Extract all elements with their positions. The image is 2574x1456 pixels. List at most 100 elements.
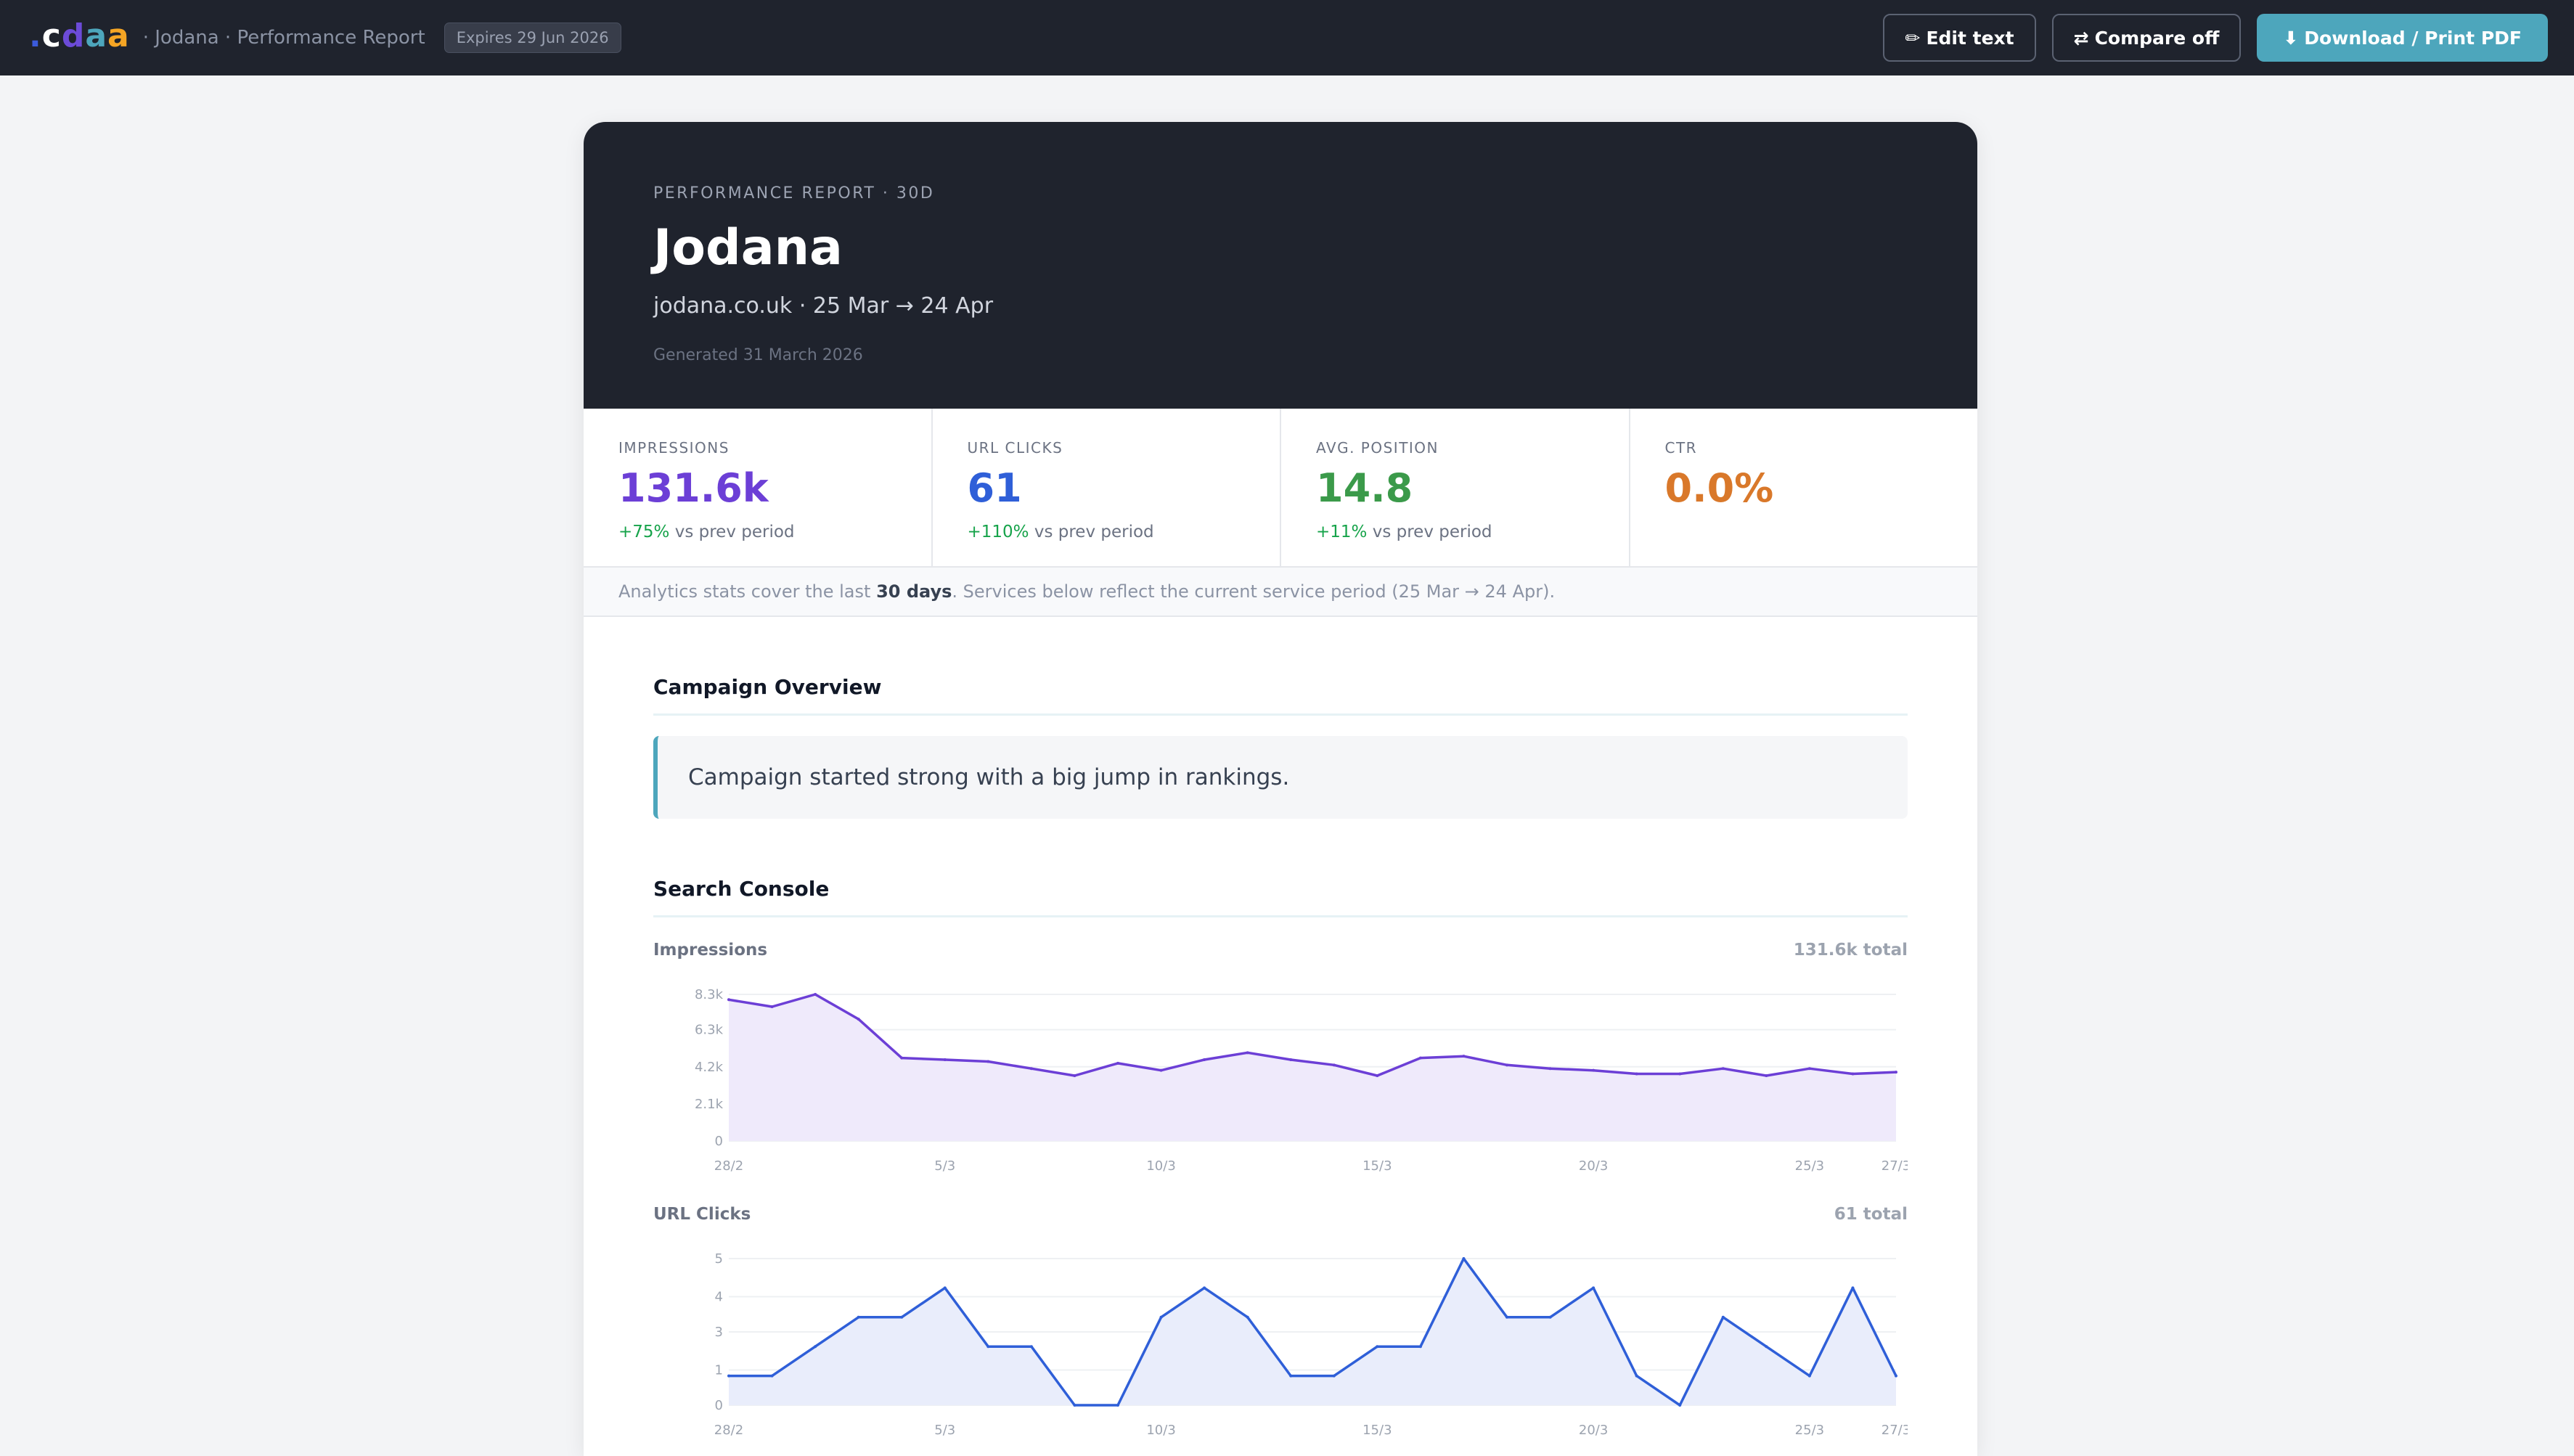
download-pdf-button[interactable]: ⬇ Download / Print PDF xyxy=(2257,14,2548,62)
data-point[interactable] xyxy=(1765,1073,1768,1077)
x-tick-label: 15/3 xyxy=(1362,1158,1392,1174)
x-tick-label: 25/3 xyxy=(1795,1158,1824,1174)
impressions-chart-header: Impressions 131.6k total xyxy=(653,941,1908,960)
report-card: PERFORMANCE REPORT · 30D Jodana jodana.c… xyxy=(584,122,1977,1456)
data-point[interactable] xyxy=(1635,1374,1638,1378)
data-point[interactable] xyxy=(1116,1061,1119,1065)
data-point[interactable] xyxy=(1029,1345,1033,1349)
y-tick-label: 2.1k xyxy=(695,1097,724,1112)
data-point[interactable] xyxy=(727,1374,730,1378)
data-point[interactable] xyxy=(770,1005,774,1009)
x-tick-label: 20/3 xyxy=(1579,1423,1608,1438)
data-point[interactable] xyxy=(1159,1068,1163,1072)
expiry-badge: Expires 29 Jun 2026 xyxy=(444,23,621,53)
analytics-notice: Analytics stats cover the last 30 days. … xyxy=(584,568,1977,617)
x-tick-label: 28/2 xyxy=(714,1158,743,1174)
data-point[interactable] xyxy=(943,1286,947,1290)
data-point[interactable] xyxy=(1029,1067,1033,1071)
logo-letter: . xyxy=(29,17,42,54)
data-point[interactable] xyxy=(1895,1374,1897,1378)
data-point[interactable] xyxy=(1418,1345,1422,1349)
data-point[interactable] xyxy=(1765,1345,1768,1349)
download-icon: ⬇ xyxy=(2283,27,2299,49)
data-point[interactable] xyxy=(1159,1315,1163,1319)
data-point[interactable] xyxy=(770,1374,774,1378)
data-point[interactable] xyxy=(1635,1072,1638,1076)
stat-label: AVG. POSITION xyxy=(1316,439,1439,457)
data-point[interactable] xyxy=(1505,1315,1508,1319)
y-tick-label: 0 xyxy=(715,1134,723,1149)
data-point[interactable] xyxy=(857,1018,860,1021)
data-point[interactable] xyxy=(1548,1067,1552,1071)
data-point[interactable] xyxy=(1505,1063,1508,1067)
data-point[interactable] xyxy=(1678,1072,1682,1076)
edit-text-label: Edit text xyxy=(1926,27,2014,49)
report-title: · Jodana · Performance Report xyxy=(142,27,425,49)
data-point[interactable] xyxy=(814,993,817,996)
data-point[interactable] xyxy=(1246,1315,1249,1319)
y-tick-label: 1 xyxy=(715,1363,723,1378)
data-point[interactable] xyxy=(943,1058,947,1062)
data-point[interactable] xyxy=(900,1315,904,1319)
data-point[interactable] xyxy=(1592,1286,1596,1290)
data-point[interactable] xyxy=(900,1056,904,1060)
logo-letter: a xyxy=(107,17,130,54)
data-point[interactable] xyxy=(1721,1315,1725,1319)
data-point[interactable] xyxy=(1203,1286,1206,1290)
data-point[interactable] xyxy=(1851,1286,1855,1290)
data-point[interactable] xyxy=(1851,1072,1855,1076)
data-point[interactable] xyxy=(1203,1058,1206,1062)
stat-label: CTR xyxy=(1664,439,1698,457)
stat-ctr: CTR 0.0% xyxy=(1630,409,1978,566)
data-point[interactable] xyxy=(1073,1073,1076,1077)
y-tick-label: 6.3k xyxy=(695,1023,724,1038)
data-point[interactable] xyxy=(1721,1067,1725,1071)
data-point[interactable] xyxy=(1332,1063,1336,1067)
data-point[interactable] xyxy=(1418,1056,1422,1060)
data-point[interactable] xyxy=(727,998,730,1002)
y-tick-label: 4.2k xyxy=(695,1060,724,1075)
compare-label: Compare off xyxy=(2094,27,2220,49)
delta-value: +75% xyxy=(618,523,670,542)
x-tick-label: 10/3 xyxy=(1146,1423,1175,1438)
edit-text-button[interactable]: ✏ Edit text xyxy=(1883,14,2036,62)
y-tick-label: 5 xyxy=(715,1251,723,1267)
generated-date: Generated 31 March 2026 xyxy=(653,345,863,364)
data-point[interactable] xyxy=(1376,1345,1379,1349)
report-eyebrow: PERFORMANCE REPORT · 30D xyxy=(653,184,935,203)
data-point[interactable] xyxy=(1289,1058,1293,1062)
data-point[interactable] xyxy=(1895,1071,1897,1074)
compare-toggle-button[interactable]: ⇄ Compare off xyxy=(2051,14,2242,62)
data-point[interactable] xyxy=(1462,1055,1466,1058)
stat-value: 0.0% xyxy=(1664,465,1774,511)
stat-delta: +110% vs prev period xyxy=(968,523,1246,541)
stat-url-clicks: URL CLICKS 61 +110% vs prev period xyxy=(933,409,1281,566)
data-point[interactable] xyxy=(1289,1374,1293,1378)
data-point[interactable] xyxy=(1376,1073,1379,1077)
data-point[interactable] xyxy=(1678,1404,1682,1407)
data-point[interactable] xyxy=(1116,1404,1119,1407)
pencil-icon: ✏ xyxy=(1905,27,1921,49)
chart-total: 61 total xyxy=(1834,1205,1908,1224)
data-point[interactable] xyxy=(1807,1067,1811,1071)
data-point[interactable] xyxy=(814,1345,817,1349)
data-point[interactable] xyxy=(1246,1051,1249,1055)
data-point[interactable] xyxy=(1592,1068,1596,1072)
data-point[interactable] xyxy=(1548,1315,1552,1319)
delta-value: +11% xyxy=(1316,523,1368,542)
data-point[interactable] xyxy=(1073,1404,1076,1407)
data-point[interactable] xyxy=(1807,1374,1811,1378)
data-point[interactable] xyxy=(857,1315,860,1319)
data-point[interactable] xyxy=(1462,1257,1466,1260)
stat-label: URL CLICKS xyxy=(967,439,1063,457)
data-point[interactable] xyxy=(986,1060,990,1063)
series-area xyxy=(729,994,1896,1141)
logo-letter: a xyxy=(85,17,108,54)
data-point[interactable] xyxy=(986,1345,990,1349)
url-clicks-chart-header: URL Clicks 61 total xyxy=(653,1205,1908,1224)
series-line xyxy=(728,993,1897,1077)
site-and-period: jodana.co.uk · 25 Mar → 24 Apr xyxy=(653,293,994,319)
data-point[interactable] xyxy=(1332,1374,1336,1378)
